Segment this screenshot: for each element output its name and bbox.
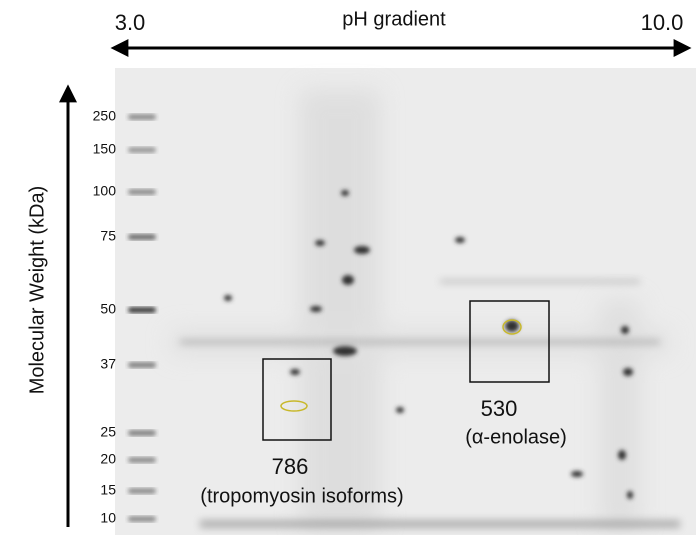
marker-label: 15 — [100, 482, 116, 498]
spot-box — [469, 300, 550, 383]
marker-label: 20 — [100, 451, 116, 467]
ladder-band — [128, 114, 156, 120]
spot-outline — [280, 400, 308, 412]
ph-left-label: 3.0 — [115, 10, 146, 35]
ph-title: pH gradient — [342, 8, 446, 30]
spot-box — [262, 358, 332, 441]
ladder-band — [128, 516, 156, 522]
ladder-band — [128, 307, 156, 313]
ladder-band — [128, 189, 156, 195]
spot-id: 530 — [481, 396, 518, 421]
marker-label: 250 — [93, 108, 117, 124]
spot-name: (α-enolase) — [465, 426, 567, 448]
spot-outline — [502, 319, 522, 335]
spot-id: 786 — [272, 454, 309, 479]
gel-streaks — [180, 280, 680, 528]
marker-label: 37 — [100, 356, 116, 372]
ladder-band — [128, 234, 156, 240]
marker-label: 150 — [93, 141, 117, 157]
spot-name: (tropomyosin isoforms) — [200, 485, 403, 507]
ladder-band — [128, 147, 156, 153]
marker-label: 10 — [100, 510, 116, 526]
ladder-band — [128, 362, 156, 368]
gel-spots — [224, 190, 633, 499]
ladder-band — [128, 430, 156, 436]
ladder-band — [128, 488, 156, 494]
ladder-band — [128, 457, 156, 463]
ladder — [128, 114, 156, 522]
gel — [115, 68, 696, 535]
mw-title: Molecular Weight (kDa) — [26, 186, 48, 395]
marker-label: 75 — [100, 228, 116, 244]
ph-right-label: 10.0 — [641, 10, 684, 35]
marker-label: 50 — [100, 301, 116, 317]
marker-label: 100 — [93, 183, 117, 199]
marker-label: 25 — [100, 424, 116, 440]
